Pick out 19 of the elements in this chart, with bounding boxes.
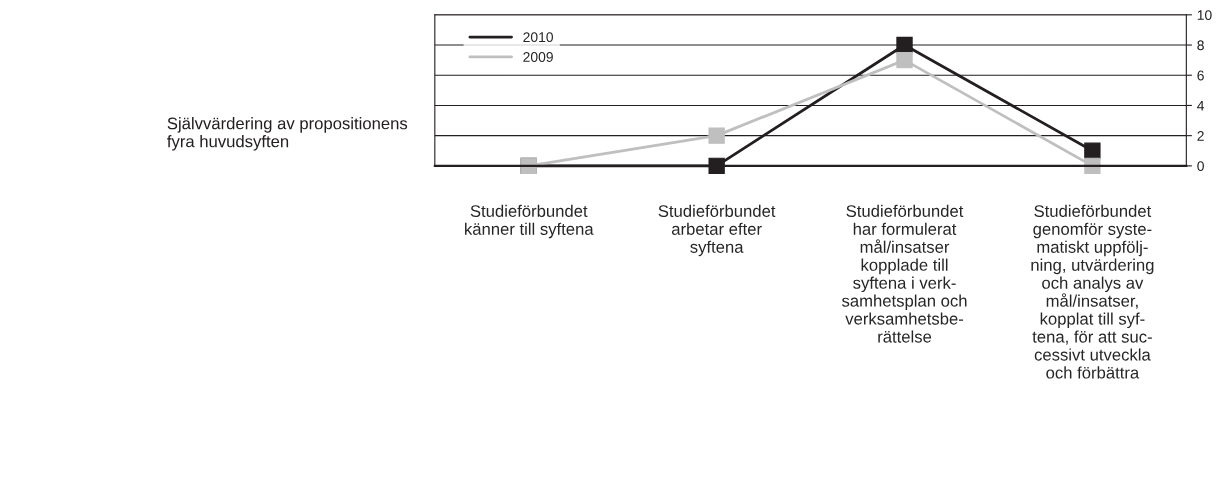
y-tick-label: 2	[1197, 130, 1204, 141]
category-label: Studieförbundet genomför syste- matiskt uppfölj- ning, utvärdering och analys av mål/insatser, kopplat till syf- tena, för att suc- cessivt utveckla och förbättra	[1031, 204, 1154, 379]
point	[1084, 157, 1101, 175]
x-tick-label: Studieförbundet har formulerat mål/insatser kopplade till syftena i verk- samhetsplan och verksamhetsbe- rättelse	[841, 204, 967, 343]
y-tick-label: 0	[1197, 161, 1204, 172]
point	[896, 36, 913, 54]
point	[896, 51, 913, 69]
point	[708, 127, 725, 144]
y-tick-label: 4	[1197, 100, 1205, 111]
y-tick-label: 10	[1197, 10, 1212, 20]
x-tick-label: Studieförbundet arbetar efter syftena	[658, 204, 776, 257]
text: Självvärdering av propositionens fyra huvudsyften	[167, 117, 408, 151]
y-tick-label: 6	[1197, 70, 1204, 81]
point	[1084, 142, 1101, 159]
point	[708, 157, 725, 175]
legend-label: 2010	[523, 32, 553, 43]
legend-label: 2009	[523, 52, 553, 62]
x-tick-label: Studieförbundet känner till syftena	[465, 204, 594, 239]
y-tick-label: 8	[1197, 40, 1204, 51]
